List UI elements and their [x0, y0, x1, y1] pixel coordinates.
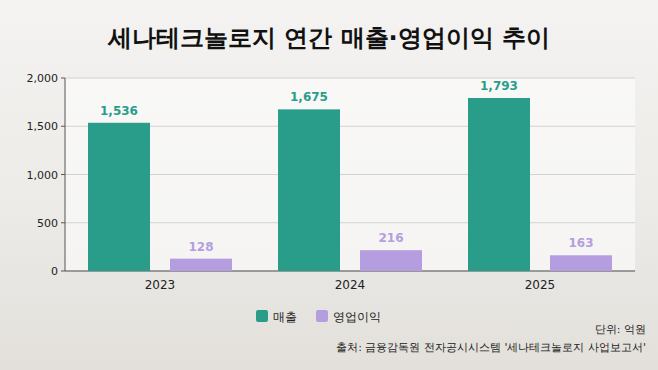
legend-label: 매출	[273, 310, 297, 324]
tick-mark	[61, 271, 65, 272]
data-label: 1,536	[100, 104, 138, 118]
tick-mark	[61, 78, 65, 79]
grid-line	[65, 271, 635, 272]
grid-line	[65, 222, 635, 223]
data-label: 128	[188, 240, 213, 254]
bar	[468, 98, 530, 271]
grid-line	[65, 78, 635, 79]
bar	[88, 123, 150, 271]
tick-mark	[61, 174, 65, 175]
bars	[88, 98, 612, 271]
annotation: 단위: 억원	[595, 323, 646, 336]
x-axis	[65, 271, 635, 272]
y-tick-label: 500	[37, 217, 58, 230]
data-label: 163	[568, 236, 593, 250]
y-axis	[65, 78, 66, 271]
annotation: 출처: 금융감독원 전자공시시스템 '세나테크놀로지 사업보고서'	[336, 341, 646, 354]
chart: 세나테크놀로지 연간 매출·영업이익 추이 0 500 1,000 1,500 2,000…	[0, 0, 658, 370]
x-tick-label: 2024	[335, 278, 366, 292]
data-label: 216	[378, 231, 403, 245]
plot-area	[65, 78, 635, 271]
bar	[360, 250, 422, 271]
tick-mark	[61, 126, 65, 127]
legend-swatch	[256, 310, 268, 322]
grid-line	[65, 126, 635, 127]
x-tick-label: 2023	[145, 278, 176, 292]
y-tick-label: 1,500	[27, 120, 59, 133]
legend-label: 영업이익	[333, 310, 381, 324]
data-label: 1,793	[480, 79, 518, 93]
y-tick-label: 0	[51, 265, 58, 278]
bar	[278, 109, 340, 271]
legend-swatch	[316, 310, 328, 322]
data-labels: 1,536 128 1,675 216 1,793 163	[100, 79, 594, 254]
y-tick-label: 2,000	[27, 72, 59, 85]
y-tick-label: 1,000	[27, 169, 59, 182]
title: 세나테크놀로지 연간 매출·영업이익 추이	[107, 24, 550, 52]
data-label: 1,675	[290, 90, 328, 104]
x-tick-label: 2025	[525, 278, 556, 292]
grid-line	[65, 174, 635, 175]
bar	[550, 255, 612, 271]
tick-mark	[61, 222, 65, 223]
bar	[170, 259, 232, 271]
legend: 매출 영업이익	[256, 310, 381, 324]
